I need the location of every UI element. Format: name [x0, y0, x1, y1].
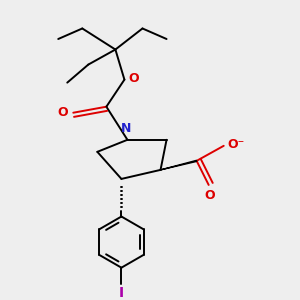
Text: O: O: [57, 106, 68, 118]
Text: N: N: [121, 122, 131, 135]
Text: O: O: [205, 189, 215, 202]
Text: O⁻: O⁻: [228, 138, 245, 151]
Text: I: I: [119, 286, 124, 300]
Text: O: O: [128, 72, 139, 85]
Polygon shape: [160, 160, 197, 170]
